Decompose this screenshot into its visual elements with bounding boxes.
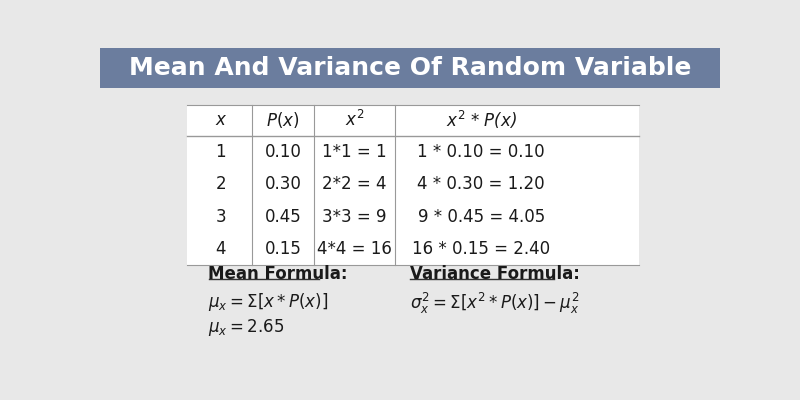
Text: Variance Formula:: Variance Formula: xyxy=(410,265,580,283)
Text: 1: 1 xyxy=(215,143,226,161)
Text: $P(x)$: $P(x)$ xyxy=(266,110,300,130)
Text: 0.45: 0.45 xyxy=(265,208,302,226)
Text: $x$: $x$ xyxy=(214,111,227,129)
Bar xyxy=(100,48,720,88)
Text: $\mu_x = \Sigma[x * P(x)]$: $\mu_x = \Sigma[x * P(x)]$ xyxy=(209,291,329,313)
Text: 0.30: 0.30 xyxy=(265,175,302,193)
Text: 0.10: 0.10 xyxy=(265,143,302,161)
Text: 16 * 0.15 = 2.40: 16 * 0.15 = 2.40 xyxy=(412,240,550,258)
Text: 3*3 = 9: 3*3 = 9 xyxy=(322,208,386,226)
Text: $\sigma^2_x = \Sigma[x^2 * P(x)] - \mu^2_x$: $\sigma^2_x = \Sigma[x^2 * P(x)] - \mu^2… xyxy=(410,291,579,316)
Text: $\mu_x = 2.65$: $\mu_x = 2.65$ xyxy=(209,317,285,338)
Text: 2: 2 xyxy=(215,175,226,193)
Text: 2*2 = 4: 2*2 = 4 xyxy=(322,175,386,193)
Text: $x^2$: $x^2$ xyxy=(345,110,364,130)
Text: 1*1 = 1: 1*1 = 1 xyxy=(322,143,386,161)
Text: 0.15: 0.15 xyxy=(265,240,302,258)
Text: $x^2$ * P(x): $x^2$ * P(x) xyxy=(446,109,517,132)
Text: Mean And Variance Of Random Variable: Mean And Variance Of Random Variable xyxy=(129,56,691,80)
Bar xyxy=(187,105,639,265)
Text: 9 * 0.45 = 4.05: 9 * 0.45 = 4.05 xyxy=(418,208,545,226)
Text: 4*4 = 16: 4*4 = 16 xyxy=(317,240,392,258)
Text: 3: 3 xyxy=(215,208,226,226)
Text: Mean Formula:: Mean Formula: xyxy=(209,265,348,283)
Text: 4: 4 xyxy=(216,240,226,258)
Text: 4 * 0.30 = 1.20: 4 * 0.30 = 1.20 xyxy=(418,175,545,193)
Text: 1 * 0.10 = 0.10: 1 * 0.10 = 0.10 xyxy=(418,143,545,161)
